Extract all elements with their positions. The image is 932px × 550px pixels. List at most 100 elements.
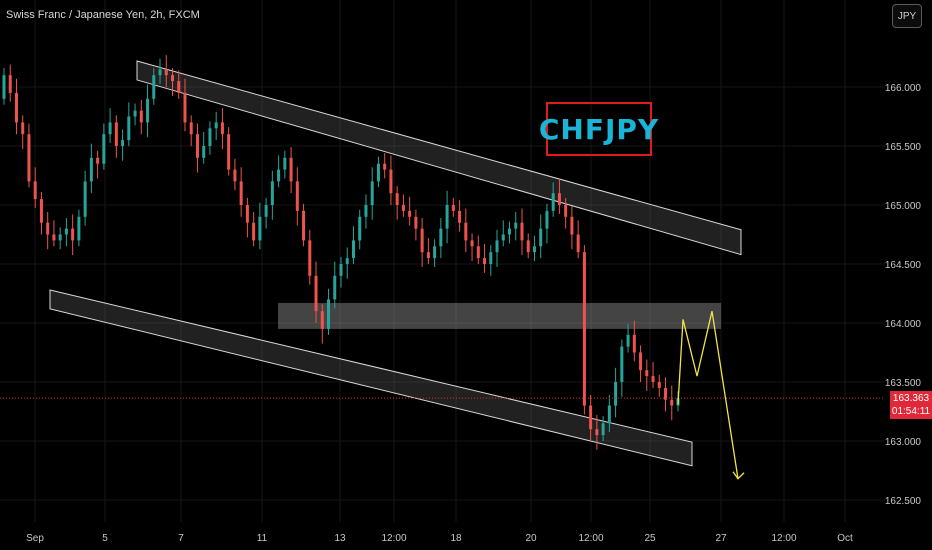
chart-grid — [0, 0, 885, 522]
candle-body — [195, 134, 199, 158]
candle-body — [376, 163, 380, 182]
candle-body — [645, 370, 649, 377]
candle-body — [270, 181, 274, 205]
candle-body — [289, 157, 293, 182]
candle-body — [308, 240, 312, 276]
candle-body — [489, 252, 493, 264]
forecast-arrow-path — [677, 311, 739, 479]
candle-body — [520, 222, 524, 241]
candle-body — [127, 116, 131, 141]
candle-body — [14, 92, 18, 123]
candle-body — [420, 228, 424, 253]
forecast-overlay — [0, 311, 885, 480]
candle-body — [426, 252, 430, 259]
candle-body — [208, 128, 212, 146]
candle-body — [526, 240, 530, 253]
candle-body — [639, 352, 643, 371]
upper-channel-band — [136, 60, 742, 256]
candle-body — [233, 169, 237, 182]
candle-body — [71, 228, 75, 241]
candle-body — [458, 210, 462, 223]
channel-bands — [49, 60, 742, 467]
currency-button[interactable]: JPY — [892, 4, 922, 28]
price-tick-label: 163.500 — [885, 378, 922, 389]
last-price-value: 163.363 — [892, 393, 930, 404]
time-tick-label: 13 — [334, 533, 346, 544]
candle-body — [614, 382, 618, 406]
time-tick-label: Oct — [837, 533, 853, 544]
candle-body — [214, 122, 218, 129]
candlestick-series — [2, 55, 680, 450]
time-tick-label: 5 — [102, 533, 108, 544]
candle-body — [439, 228, 443, 247]
time-tick-label: 20 — [525, 533, 537, 544]
time-tick-label: 25 — [644, 533, 656, 544]
candle-body — [227, 134, 231, 170]
candle-body — [2, 75, 6, 99]
candle-body — [89, 157, 93, 182]
candle-body — [220, 122, 224, 135]
candle-body — [245, 205, 249, 223]
candle-body — [102, 134, 106, 164]
candle-body — [27, 134, 31, 182]
time-tick-label: Sep — [26, 533, 44, 544]
candle-body — [320, 311, 324, 329]
candle-body — [83, 181, 87, 217]
candle-body — [551, 193, 555, 211]
candle-body — [414, 216, 418, 229]
time-tick-label: 12:00 — [381, 533, 406, 544]
candle-body — [39, 199, 43, 223]
candle-body — [664, 387, 668, 400]
time-axis: Sep 5 7 11 13 12:00 18 20 12:00 25 27 12:00 Oct — [26, 533, 853, 544]
candle-body — [582, 252, 586, 406]
time-tick-label: 12:00 — [771, 533, 796, 544]
price-tick-label: 165.500 — [885, 142, 922, 153]
candle-body — [401, 205, 405, 211]
candle-body — [358, 216, 362, 241]
candle-body — [108, 122, 112, 135]
time-tick-label: 11 — [257, 533, 268, 544]
price-axis: 166.000 165.500 165.000 164.500 164.000 163.5… — [885, 0, 932, 550]
candle-body — [464, 222, 468, 241]
candle-body — [133, 110, 137, 117]
candle-body — [383, 163, 387, 170]
candle-body — [152, 75, 156, 99]
price-tick-label: 164.500 — [885, 260, 922, 271]
candle-body — [389, 169, 393, 194]
time-tick-label: 7 — [178, 533, 184, 544]
candle-body — [295, 181, 299, 211]
candle-body — [670, 399, 674, 406]
time-tick-label: 27 — [715, 533, 727, 544]
candle-body — [277, 169, 281, 182]
candle-body — [333, 275, 337, 300]
candle-body — [121, 140, 125, 146]
candle-body — [483, 258, 487, 264]
candle-body — [302, 210, 306, 241]
candle-body — [657, 382, 661, 388]
candle-body — [33, 181, 37, 200]
candle-body — [508, 228, 511, 235]
candle-body — [470, 240, 474, 247]
candle-body — [202, 146, 206, 158]
candle-body — [177, 81, 181, 93]
chfjpy-label: CHFJPY — [539, 102, 658, 156]
candle-body — [264, 205, 268, 217]
time-tick-label: 18 — [450, 533, 462, 544]
price-tick-label: 166.000 — [885, 83, 922, 94]
candle-body — [545, 210, 549, 229]
candle-body — [8, 75, 12, 93]
candle-body — [589, 405, 593, 430]
bar-countdown: 01:54:11 — [891, 406, 931, 417]
price-axis-bg — [885, 0, 932, 550]
candle-body — [96, 157, 100, 164]
candle-body — [77, 216, 81, 241]
candle-body — [576, 234, 580, 253]
candle-body — [620, 346, 624, 382]
candle-body — [607, 405, 611, 424]
price-tick-label: 164.000 — [885, 319, 922, 330]
candle-body — [601, 423, 605, 436]
candle-body — [445, 205, 449, 229]
candle-body — [495, 240, 499, 253]
candle-body — [171, 75, 174, 82]
